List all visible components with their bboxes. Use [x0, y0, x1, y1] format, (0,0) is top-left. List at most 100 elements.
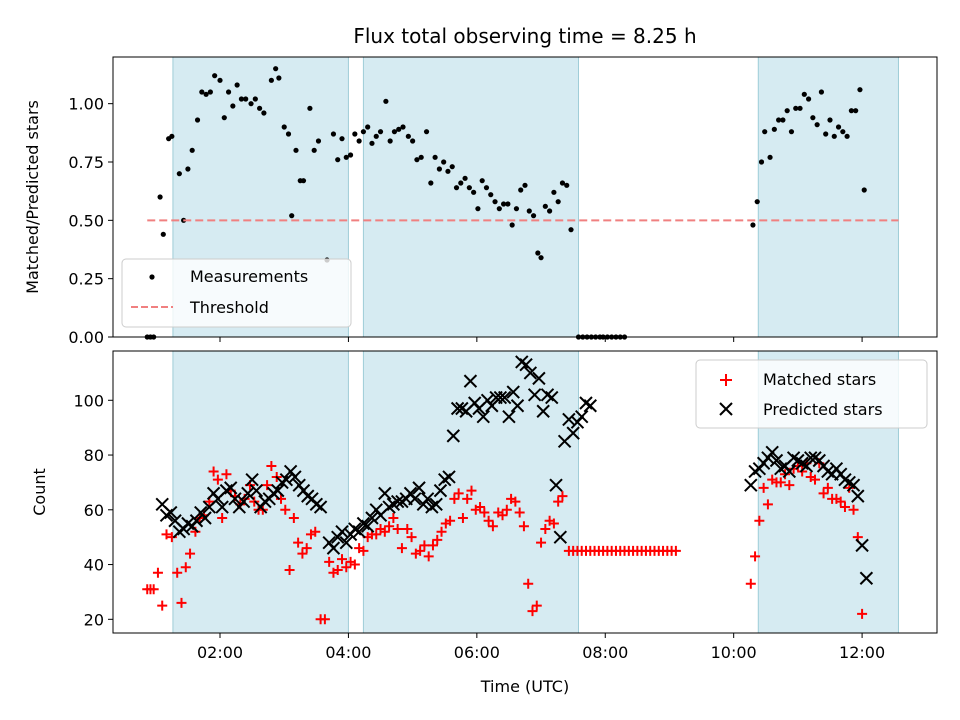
- predicted-stars-point: [846, 478, 861, 492]
- matched-stars-point: [337, 554, 348, 565]
- measurements-point: [801, 91, 807, 97]
- matched-stars-point: [208, 466, 219, 477]
- measurements-point: [500, 201, 507, 207]
- matched-stars-point: [775, 477, 786, 488]
- matched-stars-point: [310, 526, 321, 537]
- measurements-point: [212, 73, 218, 79]
- matched-stars-point: [358, 545, 369, 556]
- matched-stars-point: [548, 518, 559, 529]
- predicted-stars-point: [583, 399, 597, 413]
- measurements-point: [352, 131, 358, 137]
- predicted-stars-point: [215, 500, 229, 514]
- measurements-point: [387, 138, 393, 144]
- measurements-point: [383, 98, 389, 104]
- bottom-y-tick-label: 40: [84, 556, 104, 575]
- matched-stars-point: [527, 606, 538, 617]
- matched-stars-point: [280, 504, 291, 515]
- bottom-y-tick-label: 100: [73, 391, 104, 410]
- matched-stars-point: [540, 523, 551, 534]
- measurements-point: [405, 133, 411, 139]
- measurements-point: [559, 180, 566, 186]
- measurements-point: [217, 77, 223, 83]
- measurements-point: [418, 154, 424, 160]
- measurements-point: [551, 189, 557, 195]
- matched-stars-point: [396, 543, 407, 554]
- matched-stars-point: [553, 496, 564, 507]
- measurements-point: [436, 166, 442, 172]
- bottom-y-tick-label: 60: [84, 501, 104, 520]
- measurements-point: [805, 96, 812, 102]
- matched-stars-point: [497, 510, 508, 521]
- matched-stars-point: [423, 551, 434, 562]
- matched-stars-point: [479, 507, 490, 518]
- predicted-stars-point: [851, 489, 865, 503]
- matched-stars-point: [392, 523, 403, 534]
- matched-stars-point: [754, 515, 765, 526]
- measurements-point: [396, 126, 402, 132]
- matched-stars-point: [157, 600, 168, 611]
- measurements-point: [466, 185, 472, 191]
- measurements-point: [199, 89, 205, 95]
- matched-stars-point: [848, 504, 859, 515]
- matched-stars-point: [466, 485, 477, 496]
- measurements-point: [377, 129, 384, 135]
- predicted-stars-point: [390, 494, 405, 509]
- measurements-point: [268, 77, 274, 83]
- predicted-stars-point: [326, 541, 341, 555]
- measurements-point: [261, 110, 267, 116]
- matched-stars-point: [221, 469, 232, 480]
- predicted-stars-point: [536, 404, 550, 418]
- measurements-point: [758, 159, 765, 165]
- measurements-point: [857, 87, 863, 93]
- measurements-point: [483, 185, 490, 191]
- measurements-point: [423, 129, 430, 135]
- measurements-point: [848, 108, 854, 114]
- predicted-stars-point: [378, 486, 392, 501]
- matched-stars-point: [510, 496, 521, 507]
- top-y-tick-label: 0.00: [68, 328, 104, 347]
- matched-stars-point: [161, 529, 172, 540]
- matched-stars-point: [152, 567, 163, 578]
- top-observing-window-2: [362, 56, 580, 338]
- measurements-point: [365, 124, 371, 130]
- top-legend: Measurements Threshold: [121, 258, 352, 328]
- matched-stars-point: [531, 600, 542, 611]
- measurements-point: [169, 133, 175, 139]
- predicted-stars-point: [859, 571, 874, 585]
- measurements-point: [535, 250, 541, 256]
- measurements-point: [248, 101, 254, 107]
- bottom-x-tick-label: 12:00: [839, 643, 885, 662]
- predicted-stars-point: [765, 445, 779, 460]
- measurements-point: [505, 201, 511, 207]
- matched-stars-point: [475, 502, 486, 513]
- matched-stars-point: [148, 584, 159, 595]
- matched-stars-point: [406, 532, 417, 543]
- matched-stars-point: [835, 496, 846, 507]
- measurements-point: [844, 133, 850, 139]
- matched-stars-point: [750, 551, 761, 562]
- bottom-x-tick-label: 08:00: [582, 643, 628, 662]
- matched-stars-point: [857, 608, 868, 619]
- predicted-stars-point: [545, 390, 559, 405]
- matched-stars-point: [822, 482, 833, 493]
- measurements-point: [750, 222, 756, 228]
- predicted-stars-point: [433, 483, 448, 498]
- bottom-x-tick-label: 04:00: [325, 643, 371, 662]
- top-y-tick-label: 0.50: [68, 211, 104, 230]
- predicted-stars-point: [523, 366, 538, 380]
- predicted-stars-point: [493, 390, 508, 405]
- matched-stars-point: [818, 488, 829, 499]
- predicted-stars-point: [502, 410, 516, 424]
- matched-stars-point: [332, 565, 343, 576]
- matched-stars-point: [349, 559, 360, 570]
- measurements-point: [293, 147, 299, 153]
- measurements-point: [453, 185, 460, 191]
- predicted-stars-point: [271, 483, 285, 498]
- matched-stars-point: [758, 482, 769, 493]
- matched-stars-point: [436, 526, 447, 537]
- predicted-stars-point: [420, 492, 435, 506]
- measurements-point: [542, 203, 548, 209]
- predicted-stars-point: [769, 453, 784, 468]
- matched-stars-point: [388, 513, 399, 524]
- predicted-stars-point: [519, 357, 533, 372]
